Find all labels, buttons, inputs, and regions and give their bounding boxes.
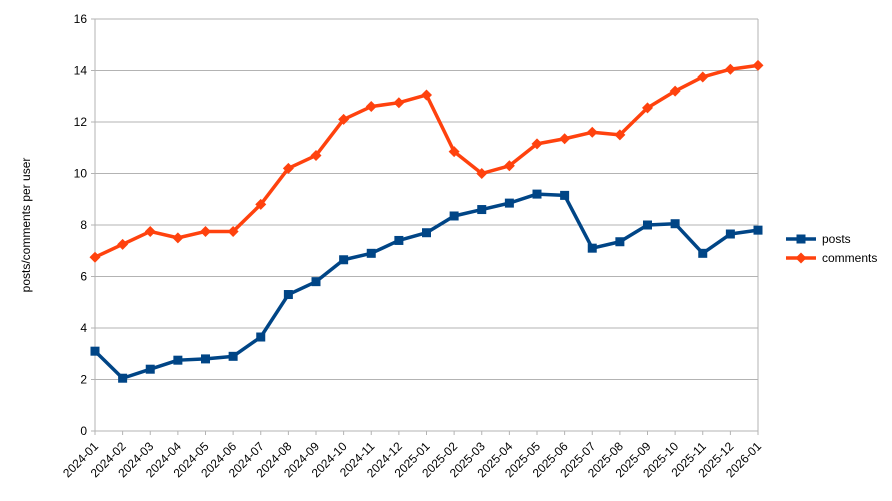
diamond-marker-legend-comments: [795, 252, 807, 264]
square-marker-posts-2024-05: [201, 354, 210, 364]
square-marker-posts-2025-08: [615, 237, 625, 247]
diamond-marker-comments-2024-01: [89, 251, 101, 263]
diamond-marker-comments-2024-10: [338, 113, 350, 125]
diamond-marker-comments-2024-02: [117, 238, 129, 250]
diamond-marker-comments-2024-05: [200, 225, 211, 237]
diamond-marker-comments-2024-06: [227, 225, 239, 237]
diamond-marker-comments-2024-08: [282, 162, 294, 174]
y-tick-label-8: 8: [80, 218, 87, 232]
y-tick-label-0: 0: [80, 424, 87, 438]
square-marker-posts-2024-03: [145, 364, 155, 374]
square-marker-posts-2025-01: [422, 228, 431, 238]
series-posts-line: [93, 192, 759, 380]
diamond-marker-comments-2024-12: [393, 97, 405, 109]
data-series: [89, 59, 764, 383]
diamond-marker-comments-2025-01: [421, 89, 432, 101]
square-marker-posts-2025-09: [643, 220, 652, 230]
legend-label-posts: posts: [822, 232, 851, 246]
diamond-marker-comments-2025-08: [614, 129, 626, 141]
square-marker-legend-posts: [796, 234, 806, 244]
diamond-marker-comments-2025-10: [669, 85, 681, 97]
square-marker-posts-2025-11: [698, 248, 708, 258]
diamond-marker-comments-2025-06: [559, 133, 571, 145]
x-axis-tick-labels: 2024-012024-022024-032024-042024-052024-…: [60, 439, 764, 480]
legend: posts comments: [786, 232, 877, 265]
square-marker-posts-2024-11: [366, 248, 376, 258]
y-tick-label-6: 6: [80, 270, 87, 284]
diamond-marker-comments-2025-05: [531, 138, 543, 150]
square-marker-posts-2024-07: [256, 332, 266, 342]
square-marker-posts-2025-02: [449, 211, 459, 221]
y-tick-label-16: 16: [74, 12, 88, 26]
square-marker-posts-2025-05: [532, 189, 542, 199]
legend-item-comments: comments: [786, 251, 877, 265]
diamond-marker-comments-2025-02: [448, 146, 460, 158]
diamond-marker-comments-2025-04: [503, 160, 515, 172]
square-marker-posts-2024-08: [283, 290, 293, 300]
square-marker-posts-2025-03: [477, 205, 487, 215]
square-marker-posts-2025-07: [587, 243, 597, 253]
square-marker-posts-2025-06: [560, 190, 570, 200]
axes: [91, 18, 759, 435]
y-tick-label-2: 2: [80, 373, 87, 387]
diamond-marker-comments-2024-03: [144, 225, 156, 237]
square-marker-posts-2024-12: [394, 235, 404, 245]
diamond-marker-comments-2024-07: [255, 198, 267, 210]
diamond-marker-comments-2024-04: [172, 232, 184, 244]
square-marker-posts-2024-09: [311, 277, 321, 287]
square-marker-posts-2024-10: [339, 255, 349, 265]
series-posts: [90, 189, 763, 383]
y-tick-label-12: 12: [74, 115, 88, 129]
square-marker-posts-2024-01: [90, 346, 100, 356]
diamond-marker-comments-2025-12: [724, 63, 736, 75]
diamond-marker-comments-2025-09: [642, 102, 653, 114]
square-marker-posts-2024-02: [118, 373, 128, 383]
diamond-marker-comments-2026-01: [752, 59, 764, 71]
y-tick-label-4: 4: [80, 321, 87, 335]
diamond-marker-comments-2024-09: [310, 149, 322, 161]
square-marker-posts-2026-01: [753, 225, 763, 235]
y-tick-label-14: 14: [74, 64, 88, 78]
square-marker-posts-2024-06: [228, 351, 238, 361]
legend-label-comments: comments: [822, 251, 877, 265]
square-marker-posts-2024-04: [173, 355, 183, 365]
series-comments: [89, 59, 764, 263]
square-marker-posts-2025-04: [504, 198, 514, 208]
square-marker-posts-2025-12: [725, 229, 735, 239]
diamond-marker-comments-2025-11: [697, 71, 709, 83]
square-marker-posts-2025-10: [670, 219, 680, 229]
y-axis-title: posts/comments per user: [19, 158, 33, 293]
legend-item-posts: posts: [786, 232, 851, 246]
diamond-marker-comments-2024-11: [365, 101, 377, 113]
diamond-marker-comments-2025-03: [476, 168, 488, 179]
y-tick-label-10: 10: [74, 167, 88, 181]
diamond-marker-comments-2025-07: [586, 126, 598, 138]
y-axis-tick-labels: 0 2 4 6 8 10 12 14 16: [74, 12, 88, 438]
gridlines: [95, 18, 758, 432]
